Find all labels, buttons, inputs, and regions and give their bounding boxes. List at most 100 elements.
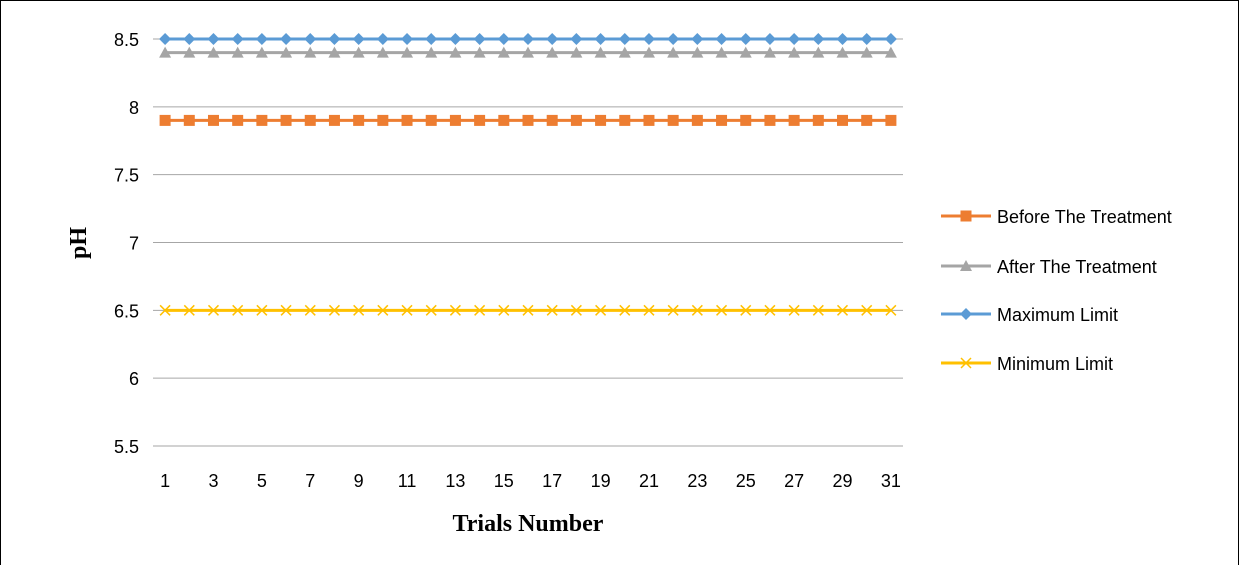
data-point [280, 33, 293, 45]
data-point [473, 46, 486, 58]
data-point [425, 114, 437, 126]
data-point [474, 304, 486, 316]
data-point [256, 304, 268, 316]
data-point [207, 33, 220, 45]
data-point [667, 114, 679, 126]
data-point [716, 114, 728, 126]
data-point [377, 304, 389, 316]
data-point [788, 304, 800, 316]
x-tick-label: 25 [736, 471, 756, 491]
x-tick-label: 31 [881, 471, 901, 491]
x-tick-label: 7 [305, 471, 315, 491]
data-point [740, 304, 752, 316]
data-point [449, 304, 461, 316]
data-point [667, 46, 680, 58]
data-point [401, 46, 414, 58]
data-point [812, 304, 824, 316]
data-point [328, 46, 341, 58]
data-point [401, 114, 413, 126]
legend-label: Minimum Limit [997, 354, 1113, 374]
data-point [642, 33, 655, 45]
data-point [885, 304, 897, 316]
data-point [304, 304, 316, 316]
data-point [594, 46, 607, 58]
x-tick-label: 23 [687, 471, 707, 491]
data-point [812, 114, 824, 126]
data-point [691, 46, 704, 58]
data-point [643, 304, 655, 316]
data-point [788, 114, 800, 126]
x-tick-label: 5 [257, 471, 267, 491]
x-tick-label: 1 [160, 471, 170, 491]
x-tick-label: 19 [591, 471, 611, 491]
data-point [691, 114, 703, 126]
data-point [328, 114, 340, 126]
y-tick-labels: 5.5 6 6.5 7 7.5 8 8.5 [114, 30, 139, 457]
data-point [861, 304, 873, 316]
data-point [764, 304, 776, 316]
data-point [595, 114, 607, 126]
data-point [691, 33, 704, 45]
data-point [763, 46, 776, 58]
data-point [860, 33, 873, 45]
data-point [183, 114, 195, 126]
data-point [280, 46, 293, 58]
x-tick-label: 9 [354, 471, 364, 491]
data-point [183, 304, 195, 316]
x-tick-label: 13 [445, 471, 465, 491]
data-point [304, 33, 317, 45]
data-point [473, 33, 486, 45]
data-point [498, 114, 510, 126]
data-point [570, 33, 583, 45]
data-point [667, 33, 680, 45]
data-point [739, 46, 752, 58]
data-point [860, 46, 873, 58]
data-point [497, 33, 510, 45]
data-point [304, 46, 317, 58]
x-tick-label: 21 [639, 471, 659, 491]
data-point [763, 33, 776, 45]
data-point [159, 46, 172, 58]
data-point [498, 304, 510, 316]
data-point [159, 304, 171, 316]
data-point [522, 33, 534, 45]
data-point [885, 114, 897, 126]
y-tick-label: 8 [129, 98, 139, 118]
legend: Before The Treatment After The Treatment M… [941, 207, 1172, 374]
data-point [837, 114, 849, 126]
data-point [861, 114, 873, 126]
data-point [231, 46, 244, 58]
data-point [376, 33, 389, 45]
data-point [352, 46, 365, 58]
y-tick-label: 5.5 [114, 437, 139, 457]
data-point [449, 114, 461, 126]
data-point [836, 304, 849, 316]
y-tick-label: 6.5 [114, 301, 139, 321]
data-point [884, 46, 897, 58]
data-point [716, 304, 728, 316]
data-point [377, 114, 389, 126]
legend-label: After The Treatment [997, 257, 1157, 277]
legend-marker [960, 210, 972, 222]
data-point [183, 33, 196, 45]
x-tick-labels: 1 3 5 7 9 11 13 15 17 19 21 23 25 27 29 31 [160, 471, 901, 491]
data-point [570, 46, 583, 58]
legend-label: Maximum Limit [997, 305, 1118, 325]
data-point [425, 33, 438, 45]
y-tick-label: 8.5 [114, 30, 139, 50]
data-point [207, 46, 220, 58]
data-point [256, 114, 268, 126]
data-point [401, 304, 413, 316]
data-point [376, 46, 389, 58]
data-point [836, 46, 849, 58]
data-point [497, 46, 510, 58]
data-point [280, 114, 292, 126]
y-tick-label: 6 [129, 369, 139, 389]
data-point [764, 114, 776, 126]
data-point [788, 46, 801, 58]
data-point [739, 33, 752, 45]
data-point [522, 114, 534, 126]
data-point [449, 46, 462, 58]
data-point [546, 33, 559, 45]
data-point [474, 114, 486, 126]
